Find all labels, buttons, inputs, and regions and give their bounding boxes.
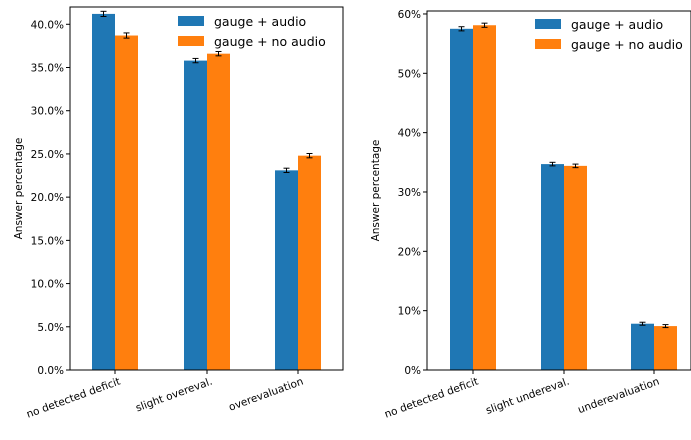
- legend-swatch: [535, 39, 561, 49]
- x-tick-label: no detected deficit: [25, 376, 122, 421]
- legend-label: gauge + audio: [571, 17, 663, 32]
- chart-panel-2: 0% 10% 20% 30% 40% 50% 60% no detected deficit s…: [370, 9, 691, 421]
- y-tick-label: 15.0%: [31, 235, 64, 247]
- y-axis-label: Answer percentage: [13, 138, 25, 240]
- bar: [450, 28, 473, 370]
- legend-label: gauge + no audio: [214, 34, 326, 49]
- bar: [654, 326, 677, 370]
- y-axis-label: Answer percentage: [370, 140, 382, 242]
- bar: [207, 53, 230, 371]
- y-tick-label: 30%: [398, 187, 421, 199]
- legend-label: gauge + no audio: [571, 37, 683, 52]
- y-tick-label: 40.0%: [31, 19, 64, 31]
- y-tick-label: 35.0%: [31, 63, 64, 75]
- bar: [564, 165, 587, 370]
- legend-label: gauge + audio: [214, 14, 306, 29]
- bar: [298, 155, 321, 370]
- y-tick-label: 5.0%: [37, 322, 64, 334]
- x-tick-label: underevaluation: [576, 376, 661, 417]
- bar: [275, 170, 298, 370]
- x-tick-label: slight overeval.: [134, 376, 214, 415]
- y-tick-label: 10.0%: [31, 279, 64, 291]
- legend-swatch: [178, 16, 204, 26]
- y-tick-label: 10%: [398, 306, 421, 318]
- plot-frame: [426, 10, 691, 371]
- legend-swatch: [535, 19, 561, 29]
- y-tick-label: 40%: [398, 128, 421, 140]
- chart-panel-1: 0.0% 5.0% 10.0% 15.0% 20.0% 25.0% 30.0% 35.0% 40…: [13, 6, 344, 421]
- bar: [541, 164, 564, 370]
- legend-swatch: [178, 36, 204, 46]
- y-tick-label: 0%: [404, 365, 421, 377]
- y-tick-label: 0.0%: [37, 365, 64, 377]
- y-tick-label: 50%: [398, 68, 421, 80]
- bar: [184, 60, 207, 370]
- y-tick-label: 25.0%: [31, 149, 64, 161]
- y-tick-label: 20%: [398, 246, 421, 258]
- bar: [115, 35, 138, 371]
- y-tick-label: 30.0%: [31, 106, 64, 118]
- bar: [473, 25, 496, 370]
- x-tick-label: no detected deficit: [383, 376, 480, 421]
- y-tick-label: 60%: [398, 9, 421, 21]
- bar: [92, 13, 115, 371]
- x-tick-label: overevaluation: [227, 376, 305, 414]
- bar: [631, 323, 654, 370]
- y-tick-label: 20.0%: [31, 192, 64, 204]
- x-tick-label: slight undereval.: [484, 376, 571, 417]
